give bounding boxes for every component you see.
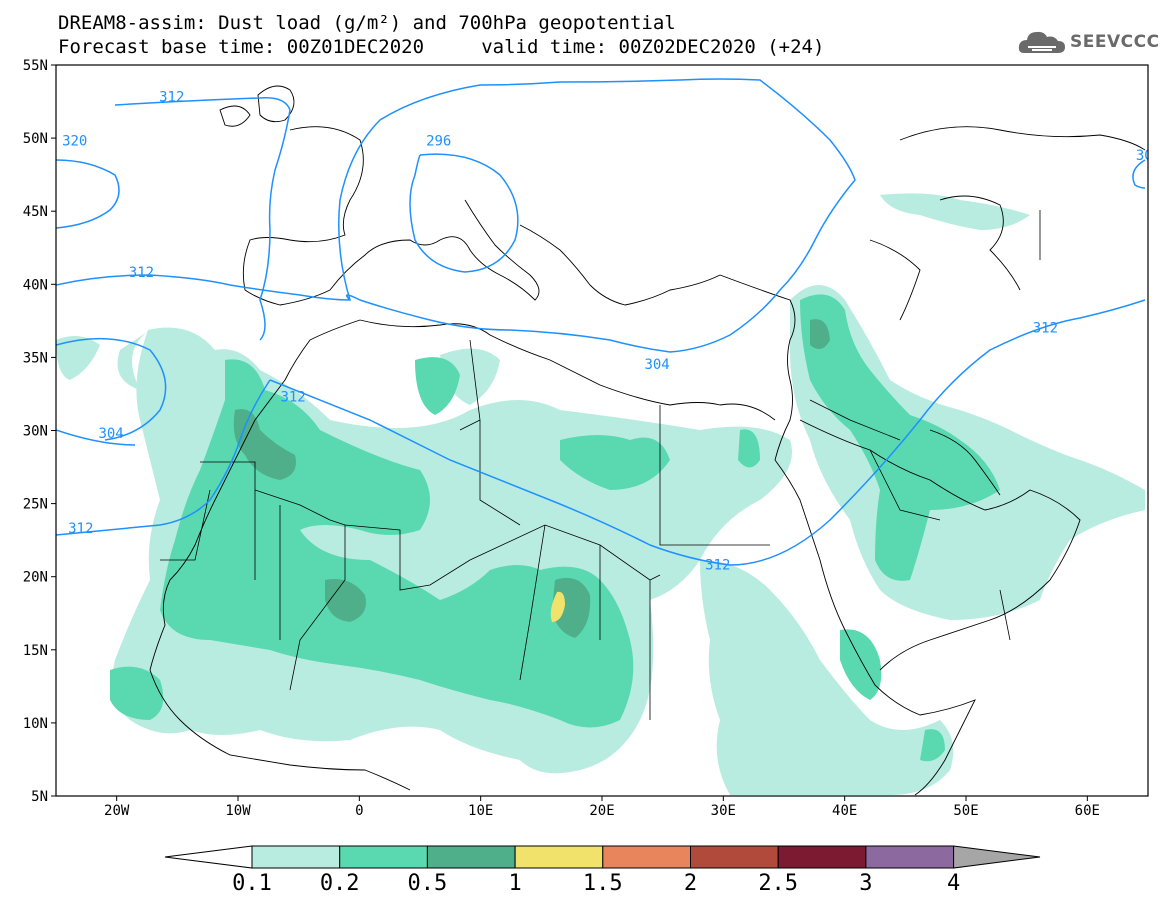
lat-label: 55N [23,58,48,74]
colorbar-label: 1 [508,871,521,896]
colorbar-swatch [426,845,516,869]
lat-label: 5N [31,789,48,805]
contour-label: 30 [1136,148,1153,164]
lat-label: 40N [23,277,48,293]
colorbar-swatch [777,845,867,869]
colorbar-high-triangle [953,845,1041,869]
colorbar-label: 1.5 [583,871,623,896]
contour-label: 304 [98,426,123,442]
colorbar-label: 2.5 [758,871,798,896]
lon-label: 20E [589,803,614,819]
contour-label: 312 [159,90,184,106]
colorbar-swatch [339,845,428,869]
colorbar-swatch [602,845,691,869]
colorbar-label: 2 [684,871,697,896]
contour-label: 312 [280,389,305,405]
lon-label: 20W [104,803,130,819]
contour-label: 304 [644,357,669,373]
contour-label: 312 [129,265,154,281]
lon-label: 40E [832,803,857,819]
title-line-1: DREAM8-assim: Dust load (g/m²) and 700hP… [58,12,676,34]
lat-label: 35N [23,350,48,366]
contour-label: 312 [705,557,730,573]
colorbar-swatch [514,845,604,869]
geopotential-contours [56,78,1146,566]
contour-labels: 312 320 296 312 304 312 304 312 312 312 30 [62,90,1153,574]
lat-label: 50N [23,131,48,147]
lat-label: 30N [23,424,48,440]
colorbar-label: 0.1 [232,871,272,896]
dust-field-peak [550,591,565,622]
lon-label: 10W [225,803,251,819]
dust-map: 312 320 296 312 304 312 304 312 312 312 30 55N 50N 4… [23,58,1153,819]
lat-label: 15N [23,643,48,659]
lat-label: 45N [23,204,48,220]
lat-label: 25N [23,497,48,513]
lat-label: 20N [23,570,48,586]
lon-label: 10E [468,803,493,819]
colorbar-labels: 0.1 0.2 0.5 1 1.5 2 2.5 3 4 [232,871,960,896]
colorbar-low-triangle [164,845,253,869]
colorbar-label: 0.5 [408,871,448,896]
title-line-2: Forecast base time: 00Z01DEC2020 valid t… [58,36,825,58]
contour-label: 296 [426,133,451,149]
colorbar-label: 4 [947,871,960,896]
longitude-axis: 20W 10W 0 10E 20E 30E 40E 50E 60E [104,796,1100,819]
logo: SEEVCCC [1018,25,1160,61]
lon-label: 50E [953,803,978,819]
lon-label: 30E [711,803,736,819]
logo-text: SEEVCCC [1070,32,1160,52]
colorbar-label: 0.2 [320,871,360,896]
lat-label: 10N [23,716,48,732]
coastlines [149,85,1146,796]
colorbar-swatch [865,845,955,869]
country-borders [160,210,1041,720]
colorbar-swatch [690,845,779,869]
colorbar-swatches [164,845,1041,869]
colorbar-swatch [251,845,341,869]
contour-label: 320 [62,133,87,149]
contour-label: 312 [1033,321,1058,337]
colorbar-label: 3 [859,871,872,896]
cloud-icon [1018,31,1065,53]
contour-label: 312 [68,521,93,537]
lon-label: 0 [355,803,363,819]
latitude-axis: 55N 50N 45N 40N 35N 30N 25N 20N 15N 10N 5N [23,58,56,805]
lon-label: 60E [1075,803,1100,819]
